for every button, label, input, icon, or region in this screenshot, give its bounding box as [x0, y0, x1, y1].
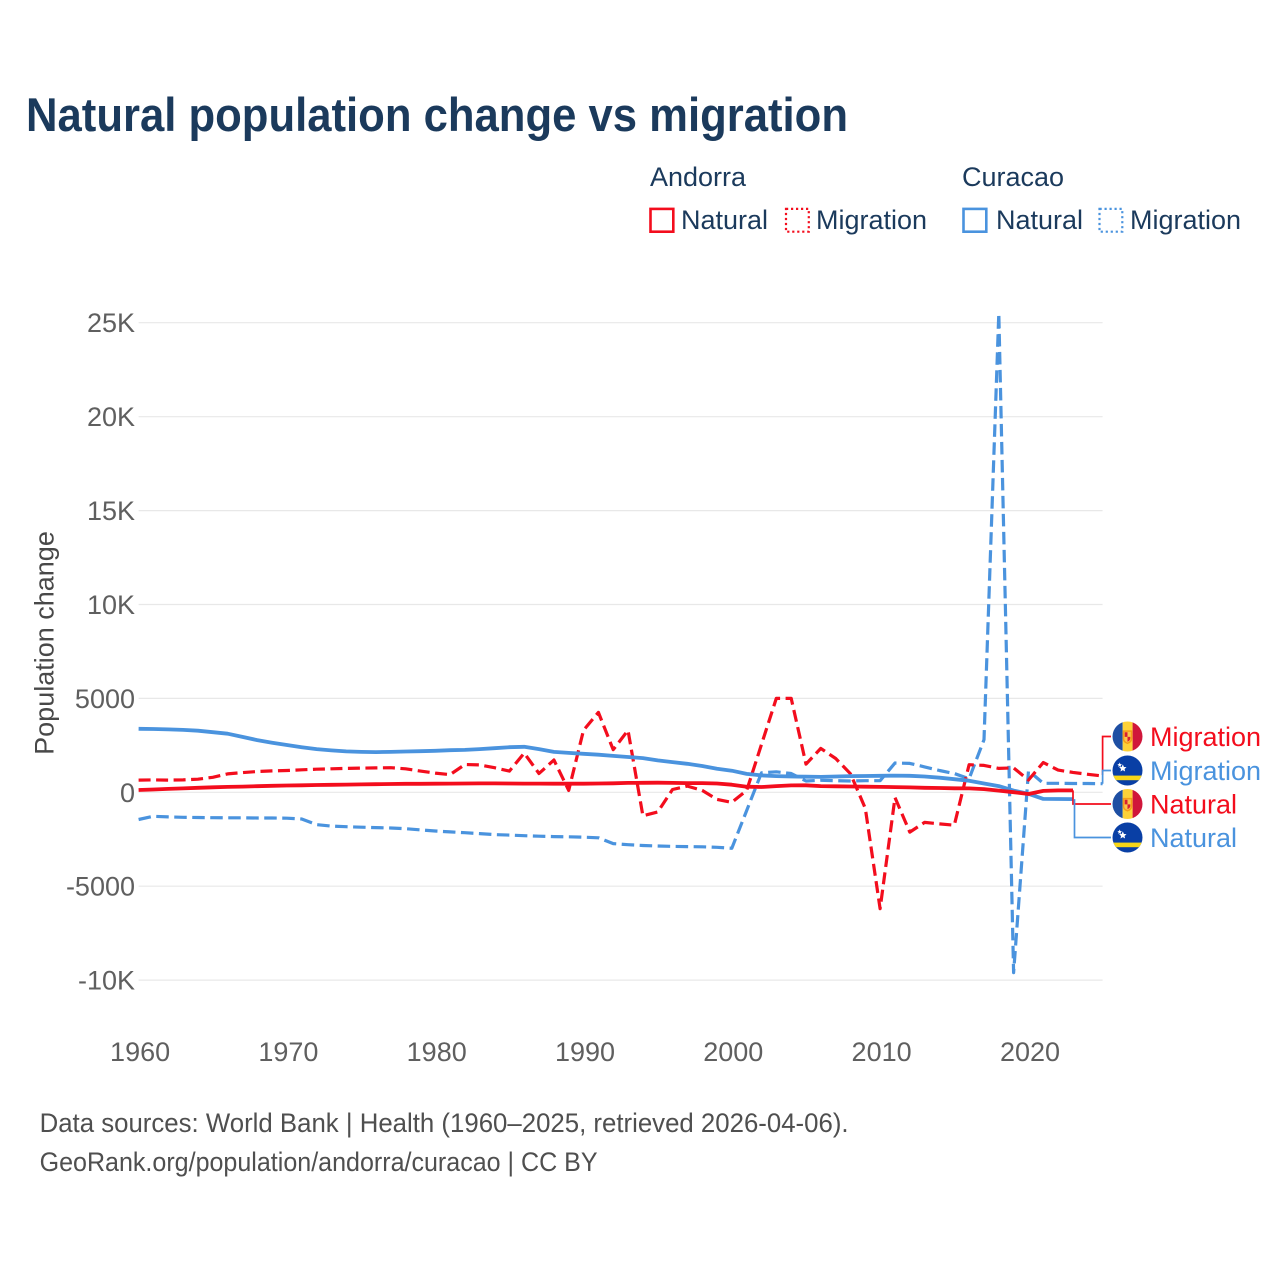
svg-text:Migration: Migration	[1150, 756, 1261, 786]
svg-text:-5000: -5000	[66, 872, 135, 902]
svg-text:Data sources: World Bank | Hea: Data sources: World Bank | Health (1960–…	[40, 1108, 849, 1138]
svg-text:25K: 25K	[87, 308, 135, 338]
svg-text:0: 0	[120, 778, 135, 808]
svg-text:1960: 1960	[110, 1037, 170, 1067]
svg-text:Natural population change vs m: Natural population change vs migration	[26, 88, 848, 141]
svg-text:15K: 15K	[87, 496, 135, 526]
svg-text:Migration: Migration	[1150, 722, 1261, 752]
svg-text:Natural: Natural	[996, 205, 1083, 235]
svg-text:5000: 5000	[75, 684, 135, 714]
svg-text:Migration: Migration	[1130, 205, 1241, 235]
svg-text:Natural: Natural	[1150, 823, 1237, 853]
svg-text:Curacao: Curacao	[962, 162, 1064, 192]
svg-text:1980: 1980	[407, 1037, 467, 1067]
svg-text:Natural: Natural	[1150, 790, 1237, 820]
svg-text:GeoRank.org/population/andorra: GeoRank.org/population/andorra/curacao |…	[40, 1147, 598, 1177]
svg-text:Migration: Migration	[816, 205, 927, 235]
svg-text:1990: 1990	[555, 1037, 615, 1067]
svg-text:20K: 20K	[87, 402, 135, 432]
svg-text:10K: 10K	[87, 590, 135, 620]
svg-text:2000: 2000	[703, 1037, 763, 1067]
svg-text:Population change: Population change	[30, 531, 60, 755]
svg-text:2020: 2020	[1000, 1037, 1060, 1067]
svg-text:-10K: -10K	[78, 966, 135, 996]
svg-text:Andorra: Andorra	[650, 162, 747, 192]
svg-text:Natural: Natural	[681, 205, 768, 235]
svg-text:1970: 1970	[258, 1037, 318, 1067]
svg-text:2010: 2010	[852, 1037, 912, 1067]
